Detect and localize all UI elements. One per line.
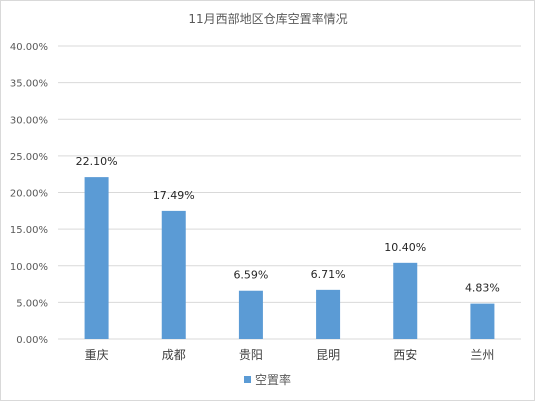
y-tick-label: 0.00% (16, 335, 48, 346)
x-axis-categories: 重庆 成都 贵阳 昆明 西安 兰州 (85, 347, 495, 362)
bar (316, 289, 341, 339)
category-label: 昆明 (316, 348, 340, 362)
data-label: 17.49% (153, 189, 195, 202)
category-label: 重庆 (85, 348, 109, 362)
bars (84, 177, 495, 339)
bar (393, 262, 418, 339)
y-tick-label: 5.00% (16, 298, 48, 309)
bar (161, 210, 186, 339)
bar (238, 290, 263, 339)
legend: 空置率 (244, 372, 291, 387)
data-label: 22.10% (76, 155, 118, 168)
chart-title: 11月西部地区仓库空置率情况 (188, 11, 347, 26)
y-tick-label: 40.00% (10, 42, 48, 53)
legend-label: 空置率 (255, 372, 291, 387)
bar (84, 177, 109, 339)
bar (470, 303, 495, 339)
category-label: 兰州 (470, 348, 494, 362)
gridlines (58, 45, 521, 340)
y-axis-ticks: 0.00% 5.00% 10.00% 15.00% 20.00% 25.00% 30.00%… (10, 42, 48, 346)
y-tick-label: 25.00% (10, 152, 48, 163)
y-tick-label: 10.00% (10, 262, 48, 273)
legend-swatch (244, 376, 251, 383)
data-label: 6.71% (311, 268, 346, 281)
data-labels: 22.10% 17.49% 6.59% 6.71% 10.40% 4.83% (76, 155, 500, 295)
y-tick-label: 15.00% (10, 225, 48, 236)
y-tick-label: 20.00% (10, 189, 48, 200)
data-label: 10.40% (384, 241, 426, 254)
y-tick-label: 30.00% (10, 115, 48, 126)
category-label: 贵阳 (239, 348, 263, 362)
y-tick-label: 35.00% (10, 79, 48, 90)
data-label: 6.59% (233, 269, 268, 282)
category-label: 成都 (162, 348, 186, 362)
category-label: 西安 (393, 347, 417, 362)
data-label: 4.83% (465, 282, 500, 295)
